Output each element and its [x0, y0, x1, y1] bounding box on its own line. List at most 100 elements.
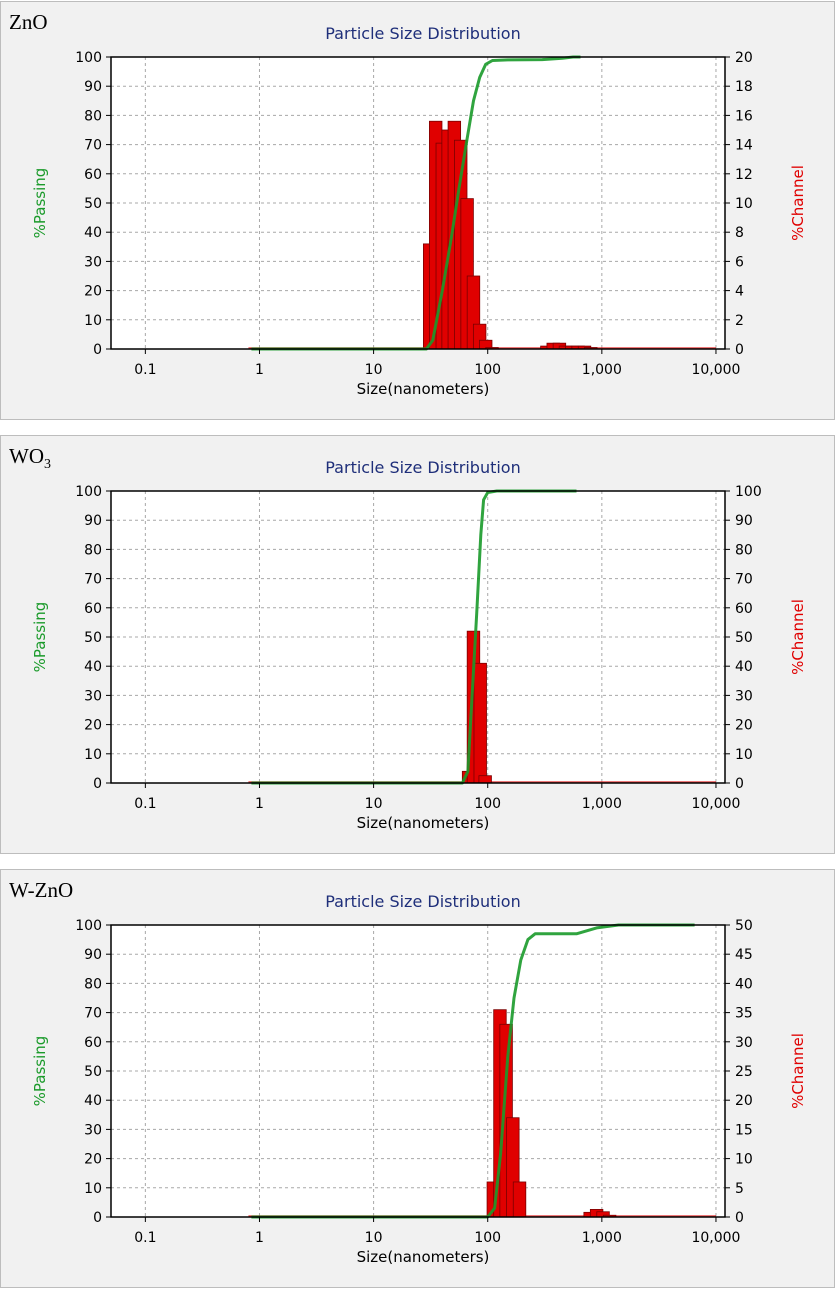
y-tick-label-left: 70 [84, 572, 102, 588]
y-tick-label-right: 60 [735, 601, 753, 617]
y-tick-label-left: 0 [93, 776, 102, 792]
chart-zno: Particle Size Distribution01020304050607… [31, 24, 807, 398]
y-axis-label-right: %Channel [789, 165, 807, 241]
passing-curve [251, 55, 581, 351]
chart-panel-zno: ZnO Particle Size Distribution 0 10 20 30 40 5… [0, 1, 835, 420]
chart-title: Particle Size Distribution [325, 892, 520, 911]
y-tick-label-left: 60 [84, 1035, 102, 1051]
x-tick-label: 10 [365, 362, 383, 378]
y-tick-label-left: 40 [84, 1093, 102, 1109]
y-tick-label-right: 16 [735, 108, 753, 124]
x-tick-label: 10 [365, 796, 383, 812]
chart-title: Particle Size Distribution [325, 24, 520, 43]
y-tick-label-left: 30 [84, 1122, 102, 1138]
y-tick-label-left: 60 [84, 167, 102, 183]
x-tick-label: 1 [255, 1230, 264, 1246]
y-tick-label-right: 12 [735, 167, 753, 183]
y-tick-label-right: 80 [735, 542, 753, 558]
chart-panel-wo3: WO3 Particle Size Distribution 0 10 20 30 40 5… [0, 435, 835, 854]
x-tick-label: 0.1 [134, 362, 156, 378]
y-tick-label-left: 80 [84, 108, 102, 124]
y-axis-label-right: %Channel [789, 599, 807, 675]
x-tick-label: 100 [474, 362, 501, 378]
y-tick-label-left: 100 [75, 50, 102, 66]
y-tick-label-right: 10 [735, 747, 753, 763]
channel-bar [512, 1181, 527, 1218]
passing-curve [251, 923, 695, 1219]
x-tick-label: 100 [474, 796, 501, 812]
y-tick-label-left: 10 [84, 313, 102, 329]
x-tick-label: 10,000 [691, 1230, 740, 1246]
x-tick-label: 1 [255, 796, 264, 812]
x-tick-label: 10,000 [691, 362, 740, 378]
y-tick-label-right: 25 [735, 1064, 753, 1080]
x-tick-label: 1,000 [582, 362, 622, 378]
y-tick-label-right: 40 [735, 659, 753, 675]
y-tick-label-left: 40 [84, 659, 102, 675]
y-tick-label-left: 60 [84, 601, 102, 617]
channel-bar [478, 775, 492, 784]
y-tick-label-left: 70 [84, 138, 102, 154]
channel-bar [473, 662, 487, 784]
y-tick-label-right: 5 [735, 1181, 744, 1197]
y-tick-label-right: 10 [735, 196, 753, 212]
chart-wo3: Particle Size Distribution01020304050607… [31, 458, 807, 832]
y-tick-label-right: 14 [735, 138, 753, 154]
y-tick-label-left: 70 [84, 1006, 102, 1022]
y-tick-label-right: 45 [735, 947, 753, 963]
y-tick-label-left: 10 [84, 747, 102, 763]
chart-panel-w-zno: W-ZnO Particle Size Distribution 0 10 20 30 4… [0, 869, 835, 1288]
y-tick-label-left: 50 [84, 630, 102, 646]
y-tick-label-right: 0 [735, 776, 744, 792]
y-tick-label-right: 20 [735, 50, 753, 66]
x-tick-label: 1 [255, 362, 264, 378]
y-tick-label-right: 20 [735, 1093, 753, 1109]
x-tick-label: 10 [365, 1230, 383, 1246]
y-tick-label-left: 30 [84, 688, 102, 704]
x-axis-label: Size(nanometers) [357, 814, 490, 832]
y-tick-label-right: 50 [735, 918, 753, 934]
y-tick-label-left: 80 [84, 976, 102, 992]
y-tick-label-right: 18 [735, 79, 753, 95]
y-tick-label-right: 0 [735, 1210, 744, 1226]
y-tick-label-right: 30 [735, 1035, 753, 1051]
panel-label: WO3 [9, 444, 51, 473]
y-tick-label-right: 0 [735, 342, 744, 358]
y-tick-label-right: 35 [735, 1006, 753, 1022]
y-axis-label-left: %Passing [31, 602, 49, 673]
y-tick-label-left: 20 [84, 284, 102, 300]
x-tick-label: 0.1 [134, 1230, 156, 1246]
y-tick-label-left: 0 [93, 1210, 102, 1226]
y-tick-label-left: 30 [84, 254, 102, 270]
y-tick-label-right: 100 [735, 484, 762, 500]
y-tick-label-right: 10 [735, 1152, 753, 1168]
y-tick-label-left: 40 [84, 225, 102, 241]
y-tick-label-left: 50 [84, 196, 102, 212]
y-tick-label-left: 50 [84, 1064, 102, 1080]
y-tick-label-left: 90 [84, 513, 102, 529]
y-tick-label-left: 100 [75, 484, 102, 500]
y-tick-label-right: 4 [735, 284, 744, 300]
y-tick-label-right: 8 [735, 225, 744, 241]
y-axis-label-right: %Channel [789, 1033, 807, 1109]
y-tick-label-right: 30 [735, 688, 753, 704]
y-tick-label-left: 10 [84, 1181, 102, 1197]
y-tick-label-left: 0 [93, 342, 102, 358]
y-axis-label-left: %Passing [31, 168, 49, 239]
y-tick-label-left: 90 [84, 947, 102, 963]
x-tick-label: 1,000 [582, 796, 622, 812]
y-tick-label-left: 90 [84, 79, 102, 95]
x-tick-label: 0.1 [134, 796, 156, 812]
chart-title: Particle Size Distribution [325, 458, 520, 477]
y-tick-label-left: 20 [84, 1152, 102, 1168]
y-tick-label-right: 50 [735, 630, 753, 646]
x-axis-label: Size(nanometers) [357, 380, 490, 398]
panel-label: W-ZnO [9, 878, 74, 902]
y-tick-label-left: 100 [75, 918, 102, 934]
y-tick-label-right: 40 [735, 976, 753, 992]
x-tick-label: 1,000 [582, 1230, 622, 1246]
chart-w-zno: Particle Size Distribution01020304050607… [31, 892, 807, 1266]
y-tick-label-right: 2 [735, 313, 744, 329]
y-tick-label-left: 80 [84, 542, 102, 558]
y-tick-label-right: 15 [735, 1122, 753, 1138]
